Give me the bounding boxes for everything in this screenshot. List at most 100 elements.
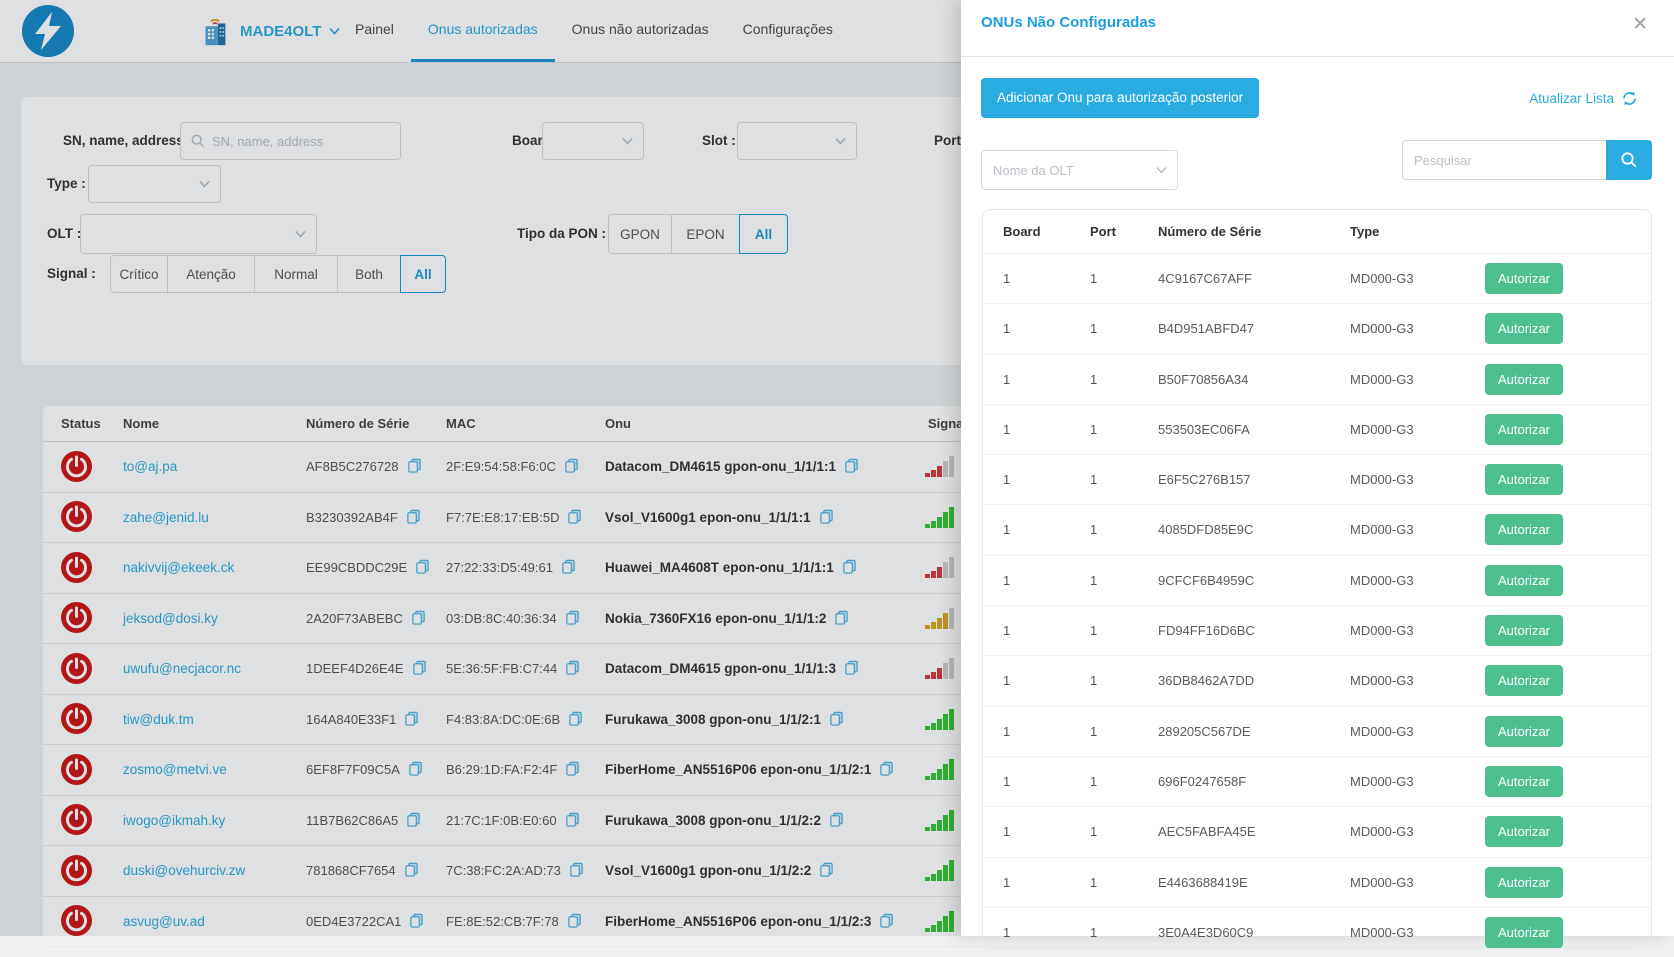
- copy-icon[interactable]: [879, 747, 894, 797]
- onu-name-link[interactable]: duski@ovehurciv.zw: [123, 863, 246, 878]
- onu-name-link[interactable]: nakivvij@ekeek.ck: [123, 560, 235, 575]
- power-status-icon[interactable]: [61, 703, 92, 735]
- authorize-button[interactable]: Autorizar: [1485, 313, 1563, 345]
- drawer-search-input[interactable]: Pesquisar: [1402, 140, 1606, 180]
- power-status-icon[interactable]: [61, 551, 92, 583]
- copy-icon[interactable]: [565, 798, 580, 848]
- drawer-olt-select[interactable]: Nome da OLT: [981, 150, 1178, 190]
- status-cell: [61, 695, 92, 745]
- copy-icon[interactable]: [568, 697, 583, 747]
- authorize-button[interactable]: Autorizar: [1485, 665, 1563, 697]
- slot-select[interactable]: [737, 122, 857, 160]
- authorize-button[interactable]: Autorizar: [1485, 866, 1563, 898]
- power-status-icon[interactable]: [61, 602, 92, 634]
- tab-painel[interactable]: Painel: [355, 21, 394, 37]
- serial-number: FD94FF16D6BC: [1158, 623, 1255, 639]
- authorize-button[interactable]: Autorizar: [1485, 715, 1563, 747]
- sn-search-input[interactable]: SN, name, address: [180, 122, 401, 160]
- power-status-icon[interactable]: [61, 501, 92, 533]
- authorize-button[interactable]: Autorizar: [1485, 464, 1563, 496]
- authorize-button[interactable]: Autorizar: [1485, 916, 1563, 948]
- signal-option-atencao[interactable]: Atenção: [167, 255, 255, 293]
- copy-icon[interactable]: [842, 545, 857, 595]
- power-status-icon[interactable]: [61, 804, 92, 836]
- copy-icon[interactable]: [565, 646, 580, 696]
- drawer-search-button[interactable]: [1606, 140, 1652, 180]
- search-icon: [1621, 152, 1637, 168]
- serial-cell: EE99CBDDC29E: [306, 543, 430, 595]
- copy-icon[interactable]: [404, 848, 419, 898]
- onu-name-link[interactable]: asvug@uv.ad: [123, 913, 205, 929]
- copy-icon[interactable]: [412, 646, 427, 696]
- port-value: 1: [1090, 271, 1098, 286]
- mac-cell: F4:83:8A:DC:0E:6B: [446, 695, 583, 747]
- copy-icon[interactable]: [844, 444, 859, 494]
- signal-option-normal[interactable]: Normal: [254, 255, 338, 293]
- copy-icon[interactable]: [409, 899, 424, 949]
- signal-bars-icon: [925, 557, 955, 579]
- col-onu: Onu: [605, 416, 631, 431]
- copy-icon[interactable]: [819, 495, 834, 545]
- copy-icon[interactable]: [561, 545, 576, 595]
- pon-option-gpon[interactable]: GPON: [608, 214, 672, 254]
- authorize-button[interactable]: Autorizar: [1485, 615, 1563, 647]
- onu-name-link[interactable]: uwufu@necjacor.nc: [123, 661, 242, 676]
- copy-icon[interactable]: [411, 596, 426, 646]
- copy-icon[interactable]: [404, 697, 419, 747]
- signal-option-all[interactable]: All: [400, 255, 446, 293]
- copy-icon[interactable]: [415, 545, 430, 595]
- pon-option-all[interactable]: All: [739, 214, 788, 254]
- copy-icon[interactable]: [829, 798, 844, 848]
- mac-address: F7:7E:E8:17:EB:5D: [446, 509, 560, 525]
- copy-icon[interactable]: [564, 444, 579, 494]
- copy-icon[interactable]: [819, 848, 834, 898]
- power-status-icon[interactable]: [61, 450, 92, 482]
- refresh-list-link[interactable]: Atualizar Lista: [1529, 78, 1638, 118]
- tab-configuracoes[interactable]: Configurações: [742, 21, 833, 37]
- authorize-button[interactable]: Autorizar: [1485, 564, 1563, 596]
- onu-name-link[interactable]: tiw@duk.tm: [123, 711, 194, 727]
- power-status-icon[interactable]: [61, 652, 92, 684]
- copy-icon[interactable]: [407, 444, 422, 494]
- onu-name-link[interactable]: to@aj.pa: [123, 459, 178, 474]
- tab-onus-autorizadas[interactable]: Onus autorizadas: [410, 0, 555, 62]
- tab-onus-nao-autorizadas[interactable]: Onus não autorizadas: [571, 21, 709, 37]
- authorize-button[interactable]: Autorizar: [1485, 765, 1563, 797]
- authorize-button[interactable]: Autorizar: [1485, 363, 1563, 395]
- copy-icon[interactable]: [565, 747, 580, 797]
- add-onu-button[interactable]: Adicionar Onu para autorização posterior: [981, 78, 1260, 118]
- copy-icon[interactable]: [406, 798, 421, 848]
- signal-option-both[interactable]: Both: [337, 255, 401, 293]
- signal-option-critico[interactable]: Crítico: [110, 255, 168, 293]
- onu-cell: Vsol_V1600g1 epon-onu_1/1/1:1: [605, 493, 834, 545]
- copy-icon[interactable]: [567, 899, 582, 949]
- onu-name-link[interactable]: jeksod@dosi.ky: [123, 610, 218, 626]
- authorize-button[interactable]: Autorizar: [1485, 514, 1563, 546]
- authorize-button[interactable]: Autorizar: [1485, 413, 1563, 445]
- onu-id: FiberHome_AN5516P06 epon-onu_1/1/2:1: [605, 762, 872, 777]
- copy-icon[interactable]: [879, 899, 894, 949]
- copy-icon[interactable]: [829, 697, 844, 747]
- board-select[interactable]: [542, 122, 644, 160]
- onu-name-link[interactable]: zosmo@metvi.ve: [123, 762, 227, 777]
- olt-selector[interactable]: MADE4OLT: [198, 0, 340, 62]
- olt-select[interactable]: [80, 214, 317, 254]
- authorize-button[interactable]: Autorizar: [1485, 263, 1563, 294]
- type-select[interactable]: [88, 165, 221, 203]
- power-status-icon[interactable]: [61, 753, 92, 785]
- copy-icon[interactable]: [844, 646, 859, 696]
- authorize-button[interactable]: Autorizar: [1485, 816, 1563, 848]
- copy-icon[interactable]: [834, 596, 849, 646]
- copy-icon[interactable]: [408, 747, 423, 797]
- copy-icon[interactable]: [565, 596, 580, 646]
- copy-icon[interactable]: [567, 495, 582, 545]
- power-status-icon[interactable]: [61, 905, 92, 937]
- onu-name-link[interactable]: iwogo@ikmah.ky: [123, 812, 226, 828]
- copy-icon[interactable]: [406, 495, 421, 545]
- copy-icon[interactable]: [569, 848, 584, 898]
- power-status-icon[interactable]: [61, 854, 92, 886]
- onu-name-link[interactable]: zahe@jenid.lu: [123, 509, 209, 525]
- chevron-down-icon: [835, 138, 846, 145]
- close-icon[interactable]: ✕: [1632, 14, 1648, 35]
